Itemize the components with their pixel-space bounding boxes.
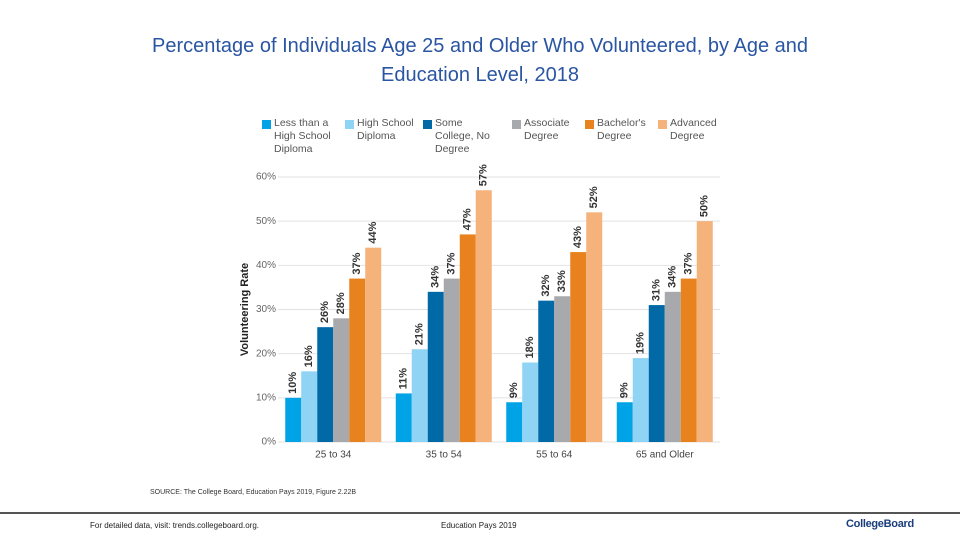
- legend-swatch: [262, 120, 271, 129]
- x-tick-label: 35 to 54: [426, 450, 463, 461]
- bar: [411, 349, 428, 442]
- legend-label: Associate Degree: [524, 117, 570, 142]
- value-label: 43%: [572, 226, 584, 248]
- legend-swatch: [423, 120, 432, 129]
- y-tick-label: 40%: [256, 260, 276, 271]
- bar: [317, 327, 334, 442]
- y-tick-label: 50%: [256, 216, 276, 227]
- y-tick-label: 60%: [256, 172, 276, 183]
- value-label: 9%: [508, 382, 520, 398]
- logo: CollegeBoard: [846, 518, 914, 530]
- value-label: 28%: [335, 292, 347, 314]
- legend-swatch: [512, 120, 521, 129]
- bar: [616, 402, 633, 442]
- value-label: 9%: [619, 382, 631, 398]
- bar: [632, 358, 649, 442]
- value-label: 10%: [287, 372, 299, 394]
- value-label: 52%: [588, 186, 600, 208]
- bar: [365, 247, 382, 442]
- bar: [333, 318, 350, 442]
- bar: [301, 371, 318, 442]
- bar: [443, 278, 460, 442]
- bar: [648, 305, 665, 442]
- bar: [427, 291, 444, 442]
- value-label: 11%: [398, 368, 410, 390]
- bar: [554, 296, 571, 442]
- bar: [570, 252, 587, 442]
- value-label: 21%: [414, 323, 426, 345]
- y-tick-label: 0%: [262, 437, 277, 448]
- legend-swatch: [345, 120, 354, 129]
- legend-label: Bachelor's Degree: [597, 117, 646, 142]
- bar: [680, 278, 697, 442]
- bar: [522, 362, 539, 442]
- value-label: 19%: [635, 332, 647, 354]
- bar: [285, 397, 302, 442]
- y-tick-label: 10%: [256, 392, 276, 403]
- y-tick-label: 20%: [256, 348, 276, 359]
- bar: [395, 393, 412, 442]
- value-label: 26%: [319, 301, 331, 323]
- source-note: SOURCE: The College Board, Education Pay…: [150, 489, 357, 496]
- footer-link: For detailed data, visit: trends.college…: [90, 521, 259, 530]
- legend-label: Advanced Degree: [670, 117, 717, 142]
- x-tick-label: 65 and Older: [636, 450, 694, 461]
- value-label: 34%: [430, 266, 442, 288]
- y-tick-label: 30%: [256, 304, 276, 315]
- x-tick-label: 55 to 64: [536, 450, 573, 461]
- value-label: 44%: [367, 221, 379, 243]
- footer-rule: [0, 512, 960, 514]
- bar: [349, 278, 366, 442]
- value-label: 47%: [462, 208, 474, 230]
- chart-title: Percentage of Individuals Age 25 and Old…: [151, 35, 808, 86]
- value-label: 37%: [446, 252, 458, 274]
- y-axis-label: Volunteering Rate: [239, 263, 251, 356]
- bar: [475, 190, 492, 442]
- legend-label: Less than a High School Diploma: [274, 117, 331, 155]
- bar: [506, 402, 523, 442]
- value-label: 18%: [524, 336, 536, 358]
- value-label: 32%: [540, 274, 552, 296]
- value-label: 31%: [651, 279, 663, 301]
- value-label: 33%: [556, 270, 568, 292]
- legend-swatch: [658, 120, 667, 129]
- value-label: 50%: [699, 195, 711, 217]
- value-label: 37%: [683, 252, 695, 274]
- value-label: 37%: [351, 252, 363, 274]
- footer-title: Education Pays 2019: [441, 521, 517, 530]
- value-label: 16%: [303, 345, 315, 367]
- legend-swatch: [585, 120, 594, 129]
- bar: [459, 234, 476, 442]
- bar: [538, 300, 555, 442]
- bar: [664, 291, 681, 442]
- x-tick-label: 25 to 34: [315, 450, 352, 461]
- legend-label: Some College, No Degree: [435, 117, 490, 155]
- value-label: 57%: [478, 164, 490, 186]
- value-label: 34%: [667, 266, 679, 288]
- legend-label: High School Diploma: [357, 117, 414, 142]
- bar: [696, 221, 713, 442]
- bar: [586, 212, 603, 442]
